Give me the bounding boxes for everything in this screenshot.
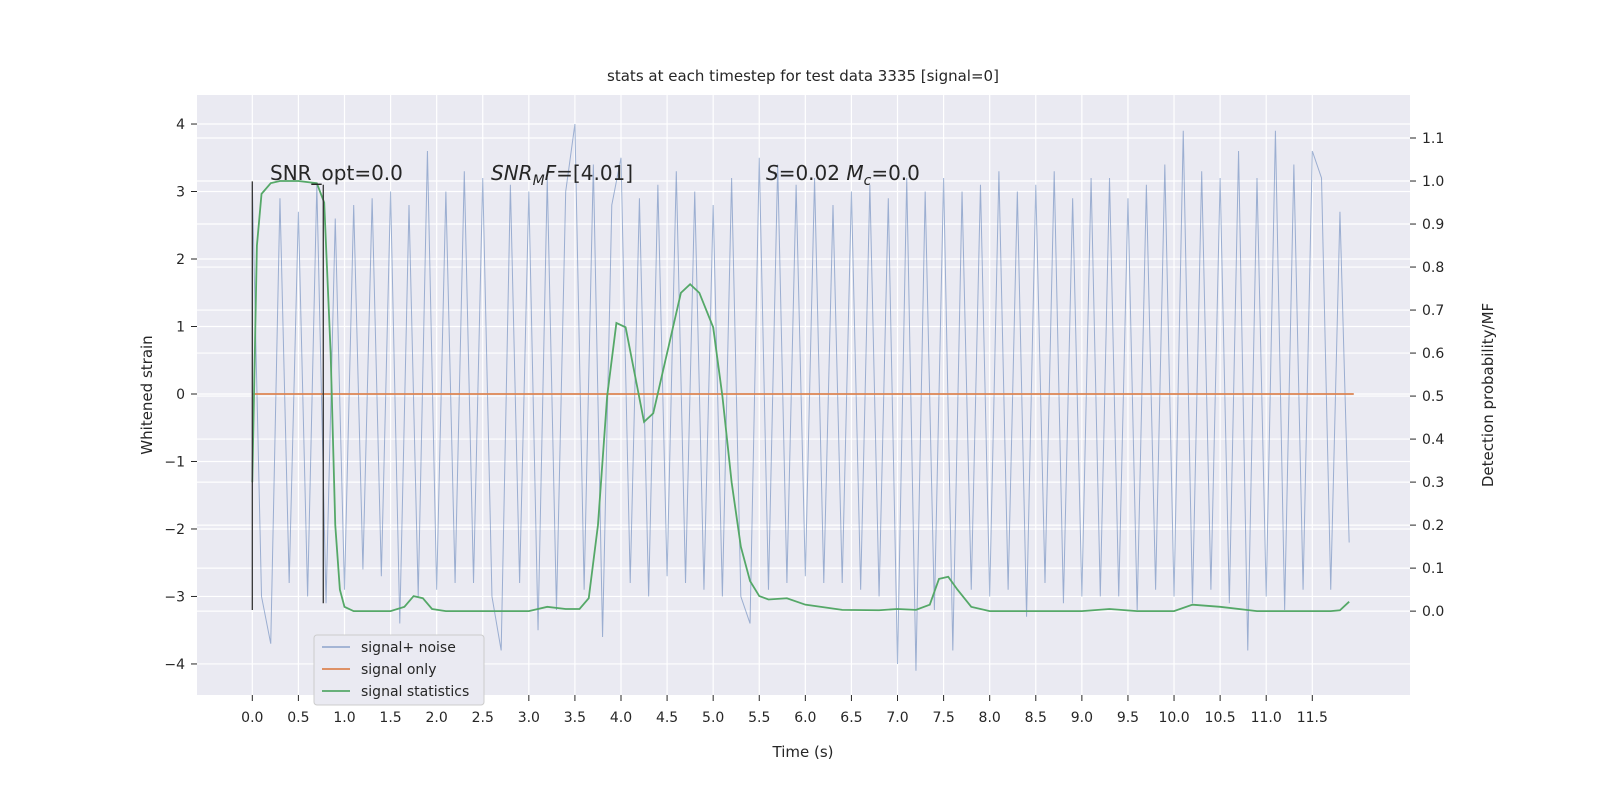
y-axis-label: Whitened strain	[138, 335, 156, 454]
y2-tick-label: 0.8	[1422, 260, 1444, 276]
annotation-part: M	[846, 161, 863, 185]
y2-tick-label: 0.2	[1422, 518, 1444, 534]
legend-label: signal+ noise	[361, 640, 456, 656]
annotation-part: M	[533, 173, 545, 189]
y-tick-label: −4	[164, 657, 185, 673]
x-tick-label: 10.5	[1205, 710, 1236, 726]
y2-axis-label: Detection probability/MF	[1479, 303, 1497, 487]
y-tick-label: −2	[164, 522, 185, 538]
x-tick-label: 5.5	[748, 710, 770, 726]
y2-tick-label: 0.5	[1422, 389, 1444, 405]
x-tick-label: 11.0	[1251, 710, 1282, 726]
x-tick-label: 2.5	[472, 710, 494, 726]
legend: signal+ noise signal only signal statistic…	[313, 634, 485, 706]
annotation: S=0.02 Mc=0.0	[766, 161, 920, 189]
x-axis-label: Time (s)	[772, 743, 834, 761]
x-tick-label: 5.0	[702, 710, 724, 726]
x-tick-label: 11.5	[1297, 710, 1328, 726]
annotation-part: =[4.01]	[556, 161, 633, 185]
legend-label: signal statistics	[361, 684, 469, 700]
y2-tick-label: 0.1	[1422, 561, 1444, 577]
x-tick-label: 1.5	[379, 710, 401, 726]
annotation-part: F	[545, 161, 557, 185]
x-tick-label: 6.0	[794, 710, 816, 726]
x-tick-label: 6.5	[840, 710, 862, 726]
y2-tick-label: 0.4	[1422, 432, 1444, 448]
y-tick-label: 1	[176, 319, 185, 335]
plot-area	[197, 95, 1410, 695]
y2-tick-label: 0.0	[1422, 604, 1444, 620]
y-tick-label: −1	[164, 454, 185, 470]
annotation-part: =0.02	[779, 161, 847, 185]
x-tick-label: 1.0	[333, 710, 355, 726]
series-line	[251, 123, 1350, 671]
series-line	[251, 180, 1350, 613]
annotation-part: S	[766, 161, 779, 185]
legend-box	[313, 634, 485, 706]
legend-label: signal only	[361, 662, 436, 678]
x-tick-label: 8.0	[979, 710, 1001, 726]
x-tick-label: 0.0	[241, 710, 263, 726]
y-tick-label: 3	[176, 185, 185, 201]
x-tick-label: 4.5	[656, 710, 678, 726]
x-tick-label: 8.5	[1025, 710, 1047, 726]
annotation-part: SNR_opt=0.0	[270, 161, 403, 185]
annotation: SNRMF=[4.01]	[491, 161, 633, 189]
annotation: SNR_opt=0.0	[270, 161, 403, 185]
x-tick-label: 0.5	[287, 710, 309, 726]
y-tick-label: 0	[176, 387, 185, 403]
annotation-part: SNR	[491, 161, 533, 185]
x-tick-label: 7.5	[932, 710, 954, 726]
y2-tick-label: 1.0	[1422, 174, 1444, 190]
chart-title: stats at each timestep for test data 333…	[607, 67, 999, 85]
y2-tick-label: 0.3	[1422, 475, 1444, 491]
annotation-part: =0.0	[871, 161, 920, 185]
y2-tick-label: 1.1	[1422, 131, 1444, 147]
y-tick-label: 2	[176, 252, 185, 268]
x-tick-label: 9.5	[1117, 710, 1139, 726]
x-tick-label: 10.0	[1158, 710, 1189, 726]
x-tick-label: 2.0	[426, 710, 448, 726]
x-tick-label: 3.0	[518, 710, 540, 726]
x-tick-label: 9.0	[1071, 710, 1093, 726]
y-tick-label: −3	[164, 589, 185, 605]
x-tick-label: 4.0	[610, 710, 632, 726]
y2-tick-label: 0.9	[1422, 217, 1444, 233]
y2-tick-label: 0.6	[1422, 346, 1444, 362]
y-tick-label: 4	[176, 117, 185, 133]
x-tick-label: 3.5	[564, 710, 586, 726]
y2-tick-label: 0.7	[1422, 303, 1444, 319]
x-tick-label: 7.0	[886, 710, 908, 726]
annotation-part: c	[864, 173, 872, 189]
